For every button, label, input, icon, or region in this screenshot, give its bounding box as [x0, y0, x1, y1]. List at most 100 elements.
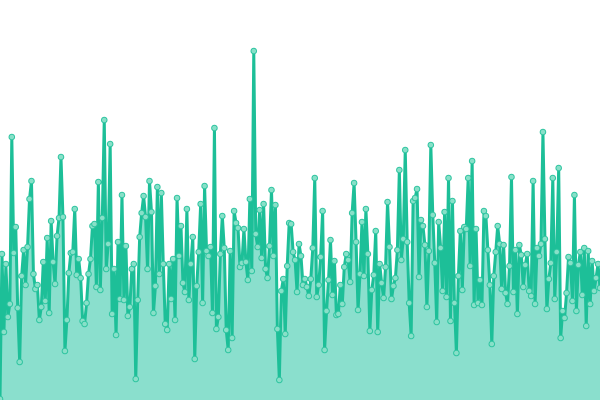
- data-point: [563, 289, 570, 297]
- data-point: [47, 217, 55, 225]
- data-point: [429, 211, 437, 219]
- data-point: [388, 295, 395, 303]
- data-point: [401, 146, 409, 154]
- data-point: [561, 314, 568, 322]
- data-point: [191, 355, 199, 363]
- data-point: [97, 286, 104, 294]
- data-point: [81, 320, 88, 328]
- data-point: [354, 306, 362, 314]
- data-point: [565, 253, 572, 261]
- data-point: [41, 297, 49, 305]
- data-point: [335, 310, 342, 318]
- data-point: [421, 241, 429, 249]
- data-point: [230, 207, 238, 215]
- data-point: [498, 285, 505, 293]
- data-point: [553, 248, 561, 256]
- data-point: [201, 182, 208, 190]
- data-point: [154, 183, 161, 191]
- data-point: [486, 281, 494, 289]
- data-point: [329, 291, 336, 299]
- data-point: [159, 260, 167, 268]
- data-point: [529, 177, 537, 185]
- data-point: [6, 300, 14, 308]
- data-point: [457, 227, 464, 235]
- data-point: [122, 242, 130, 250]
- data-point: [555, 164, 562, 172]
- data-point: [59, 213, 67, 221]
- data-point: [106, 140, 114, 148]
- data-point: [240, 225, 248, 233]
- data-point: [405, 299, 413, 307]
- data-point: [30, 270, 37, 278]
- data-point: [321, 346, 328, 354]
- data-point: [126, 303, 134, 311]
- data-point: [370, 271, 378, 279]
- data-point: [132, 375, 140, 383]
- data-point: [427, 141, 435, 149]
- data-point: [158, 189, 165, 197]
- data-point: [466, 262, 474, 270]
- data-point: [588, 257, 596, 265]
- data-point: [43, 234, 51, 242]
- data-point: [594, 260, 600, 268]
- data-point: [152, 282, 159, 290]
- data-point: [120, 296, 128, 304]
- data-point: [85, 270, 92, 278]
- data-point: [61, 347, 69, 355]
- data-point: [445, 174, 452, 182]
- data-point: [478, 301, 486, 309]
- data-point: [423, 303, 431, 311]
- data-point: [246, 195, 254, 203]
- data-point: [342, 250, 350, 258]
- data-point: [443, 293, 450, 301]
- data-point: [510, 288, 517, 296]
- data-point: [500, 241, 507, 249]
- data-point: [348, 209, 356, 217]
- data-point: [325, 276, 332, 284]
- data-point: [516, 241, 523, 249]
- data-point: [305, 292, 313, 300]
- data-point: [464, 174, 472, 182]
- data-point: [372, 227, 380, 235]
- data-point: [577, 248, 584, 256]
- data-point: [144, 265, 151, 273]
- data-point: [264, 274, 271, 282]
- data-point: [26, 195, 33, 203]
- data-point: [16, 358, 23, 366]
- data-point: [462, 225, 470, 233]
- data-point: [87, 255, 94, 263]
- data-point: [596, 284, 600, 292]
- data-point: [181, 288, 189, 296]
- data-point: [584, 247, 592, 255]
- data-point: [439, 287, 446, 295]
- data-point: [458, 286, 466, 294]
- data-point: [435, 218, 442, 226]
- data-point: [592, 274, 600, 282]
- data-point: [364, 250, 372, 258]
- data-point: [287, 220, 295, 228]
- data-point: [177, 222, 185, 230]
- data-point: [407, 332, 415, 340]
- data-point: [559, 307, 566, 315]
- data-point: [260, 200, 267, 208]
- data-point: [197, 200, 204, 208]
- data-point: [51, 280, 59, 288]
- data-point: [150, 309, 157, 317]
- data-point: [344, 256, 352, 264]
- data-point: [386, 243, 393, 251]
- data-point: [270, 252, 277, 260]
- data-point: [83, 299, 90, 307]
- data-point: [217, 250, 224, 258]
- data-point: [521, 261, 529, 269]
- data-point: [307, 275, 315, 283]
- data-point: [323, 307, 330, 315]
- data-point: [390, 282, 397, 290]
- data-point: [0, 250, 6, 258]
- data-point: [590, 287, 598, 295]
- data-point: [222, 326, 230, 334]
- data-point: [575, 261, 582, 269]
- data-point: [279, 275, 287, 283]
- data-point: [102, 265, 110, 273]
- data-point: [396, 166, 403, 174]
- data-point: [415, 273, 423, 281]
